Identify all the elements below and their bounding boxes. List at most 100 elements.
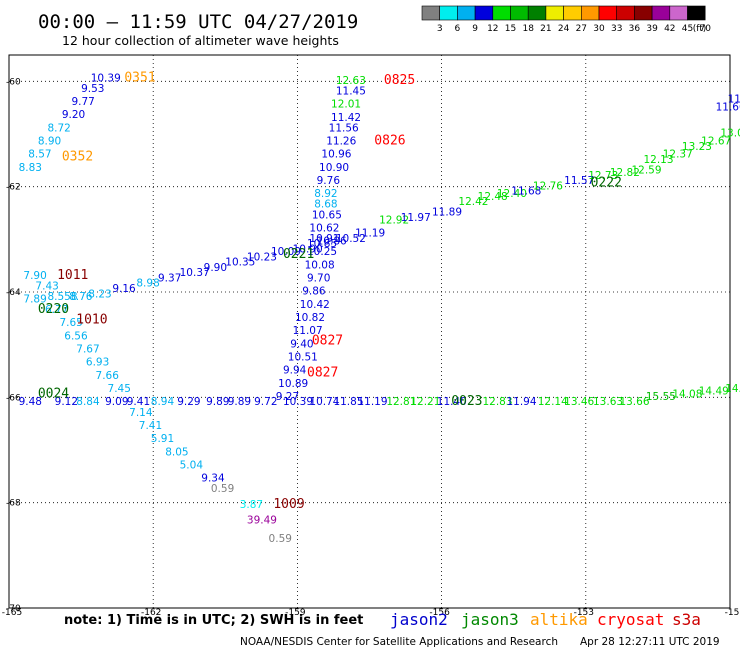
legend-color-box bbox=[616, 5, 635, 21]
legend-scale-label: 18 bbox=[522, 24, 534, 34]
swh-value-label: 8.83 bbox=[19, 162, 42, 174]
swh-value-label: 14.49 bbox=[699, 386, 729, 398]
swh-value-label: 9.94 bbox=[283, 365, 307, 377]
swh-value-label: 11.40 bbox=[437, 396, 467, 408]
swh-value-label: 9.90 bbox=[204, 262, 227, 274]
swh-value-label: 8.57 bbox=[28, 149, 51, 161]
swh-value-label: 9.40 bbox=[290, 338, 313, 350]
swh-value-label: 9.77 bbox=[71, 96, 94, 108]
swh-value-label: 8.76 bbox=[69, 291, 93, 303]
swh-value-label: 7.41 bbox=[139, 420, 162, 432]
swh-value-label: 10.74 bbox=[309, 396, 339, 408]
swh-value-label: 8.90 bbox=[38, 136, 61, 148]
legend-scale-label: 42 bbox=[664, 24, 675, 34]
legend-scale-label: 30 bbox=[593, 24, 605, 34]
pass-time-label: 1010 bbox=[76, 313, 107, 328]
swh-value-label: 12.76 bbox=[533, 180, 563, 192]
x-tick-label: -153 bbox=[574, 608, 594, 618]
swh-value-label: 11.85 bbox=[333, 396, 363, 408]
swh-value-label: 10.39 bbox=[91, 72, 121, 84]
y-tick-label: -68 bbox=[6, 499, 21, 509]
footer-timestamp: Apr 28 12:27:11 UTC 2019 bbox=[580, 636, 720, 648]
swh-value-label: 8.84 bbox=[76, 396, 100, 408]
chart-title: 00:00 – 11:59 UTC 04/27/2019 bbox=[38, 11, 358, 33]
swh-value-label: 13.66 bbox=[619, 396, 649, 408]
swh-value-label: 9.29 bbox=[177, 396, 200, 408]
swh-value-label: 7.14 bbox=[129, 407, 153, 419]
swh-value-label: 10.91 bbox=[309, 233, 339, 245]
swh-value-label: 9.86 bbox=[302, 286, 326, 298]
x-tick-label: -162 bbox=[141, 608, 161, 618]
swh-value-label: 8.68 bbox=[314, 199, 337, 211]
data-points: 10.399.539.779.208.728.908.578.8312.6311… bbox=[19, 72, 740, 545]
pass-time-label: 0024 bbox=[38, 386, 69, 401]
swh-value-label: 12.83 bbox=[482, 396, 512, 408]
swh-value-label: 13.06 bbox=[720, 128, 740, 140]
swh-value-label: 9.20 bbox=[62, 109, 85, 121]
swh-value-label: 9.16 bbox=[112, 283, 136, 295]
swh-value-label: 12.73 bbox=[588, 170, 618, 182]
swh-value-label: 11.89 bbox=[432, 207, 462, 219]
swh-value-label: 12.81 bbox=[386, 396, 416, 408]
swh-value-label: 5.04 bbox=[180, 459, 204, 471]
axis-ticks: -165 -162 -159 -156 -153 -15 -60 -62 -64 -66 -68 -7… bbox=[2, 77, 740, 618]
swh-value-label: 10.09 bbox=[271, 246, 301, 258]
swh-value-label: 12.14 bbox=[538, 396, 568, 408]
swh-value-label: 6.56 bbox=[64, 330, 88, 342]
swh-value-label: 7.90 bbox=[23, 270, 46, 282]
footer-note: note: 1) Time is in UTC; 2) SWH is in fe… bbox=[64, 613, 363, 628]
swh-value-label: 11.97 bbox=[401, 212, 431, 224]
swh-value-label: 10.51 bbox=[288, 351, 318, 363]
legend-color-box bbox=[580, 5, 600, 21]
pass-time-label: 0827 bbox=[307, 365, 338, 380]
swh-value-label: 12.37 bbox=[663, 149, 693, 161]
grid-lines bbox=[9, 55, 730, 608]
swh-value-label: 11.19 bbox=[355, 228, 385, 240]
legend-scale-label: 24 bbox=[558, 24, 570, 34]
swh-value-label: 12.13 bbox=[643, 154, 673, 166]
legend-scale-label: 3 bbox=[437, 24, 443, 34]
chart-subtitle: 12 hour collection of altimeter wave hei… bbox=[62, 33, 339, 48]
satellite-legend-jason3: jason3 bbox=[461, 610, 519, 629]
swh-value-label: 10.08 bbox=[305, 259, 335, 271]
swh-value-label: 11.42 bbox=[331, 112, 361, 124]
swh-value-label: 11.56 bbox=[329, 122, 359, 134]
swh-value-label: 10.65 bbox=[312, 209, 342, 221]
swh-value-label: 8.05 bbox=[165, 446, 188, 458]
pass-time-label: 0827 bbox=[312, 334, 343, 349]
legend-scale-label: 70 bbox=[699, 24, 711, 34]
legend-color-box bbox=[474, 5, 494, 21]
legend-scale-label: 15 bbox=[505, 24, 516, 34]
swh-value-label: 10.85 bbox=[307, 238, 337, 250]
pass-time-label: 0825 bbox=[384, 73, 415, 88]
swh-value-label: 11.68 bbox=[511, 186, 541, 198]
swh-value-label: 13.23 bbox=[682, 141, 712, 153]
legend-scale-label: 39 bbox=[646, 24, 658, 34]
y-tick-label: -70 bbox=[6, 604, 21, 614]
pass-time-label: 0826 bbox=[374, 134, 405, 149]
swh-value-label: 39.49 bbox=[247, 515, 277, 527]
legend-color-box bbox=[634, 5, 653, 21]
legend-color-box bbox=[510, 5, 529, 21]
satellite-legend-altika: altika bbox=[530, 610, 588, 629]
swh-value-label: 8.92 bbox=[314, 188, 337, 200]
swh-value-label: 11.45 bbox=[336, 86, 366, 98]
swh-value-label: 13.63 bbox=[593, 396, 623, 408]
x-tick-label: -156 bbox=[429, 608, 450, 618]
legend-color-box bbox=[439, 5, 458, 21]
swh-value-label: 12.01 bbox=[331, 99, 361, 111]
swh-value-label: 11.19 bbox=[357, 396, 387, 408]
swh-value-label: 10.39 bbox=[283, 396, 313, 408]
plot-frame bbox=[8, 54, 731, 609]
legend-scale-label: 36 bbox=[629, 24, 641, 34]
pass-time-label: 1011 bbox=[57, 268, 88, 283]
legend-color-box bbox=[545, 5, 564, 21]
pass-time-labels: 0351 0352 0825 0826 0222 1011 0221 0220 1010 0827… bbox=[38, 70, 622, 512]
swh-value-label: 11.94 bbox=[506, 396, 536, 408]
satellite-legend-s3a: s3a bbox=[672, 610, 701, 629]
swh-value-label: 10.23 bbox=[247, 251, 277, 263]
swh-value-label: 10.89 bbox=[278, 378, 308, 390]
swh-value-label: 11.57 bbox=[564, 175, 594, 187]
swh-value-label: 12.48 bbox=[478, 191, 508, 203]
swh-value-label: 9.37 bbox=[158, 272, 181, 284]
